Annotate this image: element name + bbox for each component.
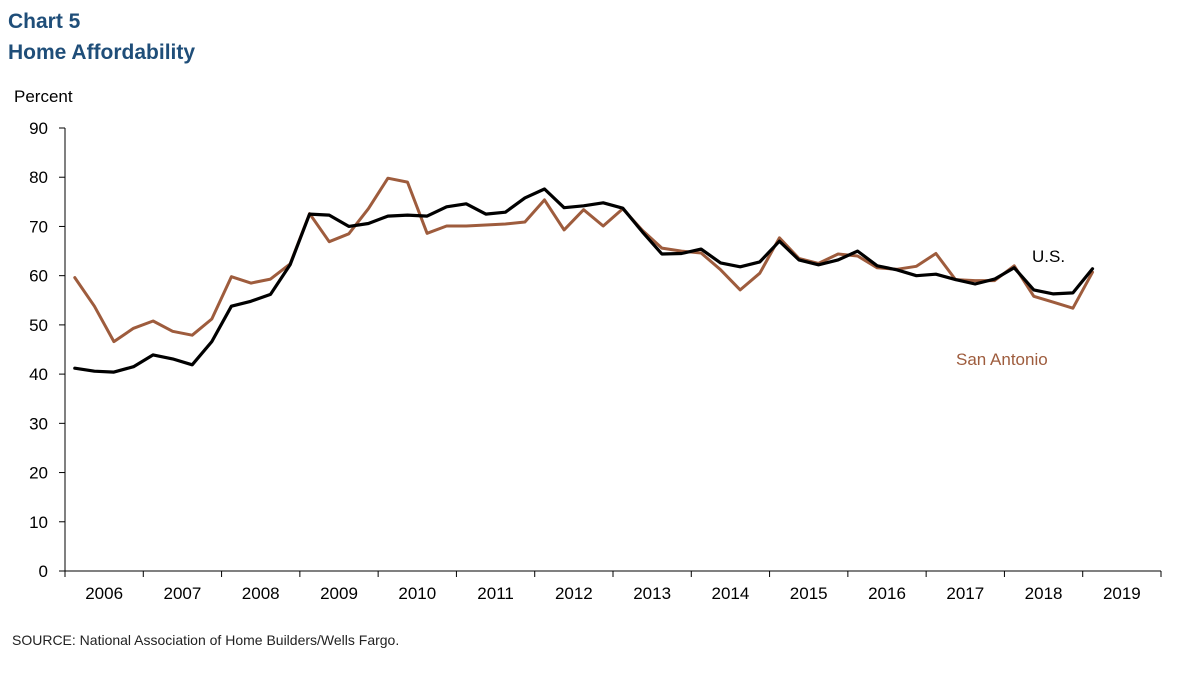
san-antonio-series-label: San Antonio bbox=[956, 350, 1048, 369]
source-note: SOURCE: National Association of Home Bui… bbox=[12, 632, 400, 648]
x-tick-label: 2015 bbox=[790, 584, 828, 603]
us-series-label: U.S. bbox=[1032, 247, 1065, 266]
chart-title-block: Chart 5 Home Affordability bbox=[8, 6, 195, 68]
x-tick-label: 2016 bbox=[868, 584, 906, 603]
y-tick-label: 10 bbox=[29, 513, 48, 532]
y-tick-label: 50 bbox=[29, 316, 48, 335]
y-tick-label: 20 bbox=[29, 464, 48, 483]
chart-number: Chart 5 bbox=[8, 10, 81, 33]
chart-title: Home Affordability bbox=[8, 41, 196, 64]
y-tick-label: 70 bbox=[29, 217, 48, 236]
y-tick-label: 60 bbox=[29, 267, 48, 286]
u-s-series-line bbox=[73, 187, 1095, 374]
x-tick-label: 2012 bbox=[555, 584, 593, 603]
x-tick-label: 2006 bbox=[85, 584, 123, 603]
y-tick-label: 30 bbox=[29, 414, 48, 433]
x-tick-label: 2007 bbox=[164, 584, 202, 603]
x-tick-label: 2018 bbox=[1025, 584, 1063, 603]
x-tick-label: 2011 bbox=[477, 584, 514, 603]
line-chart: Percent U.S. San Antonio 0 10 20 30 40 50 60 70… bbox=[14, 87, 1162, 603]
y-tick-label: 0 bbox=[39, 562, 48, 581]
x-tick-label: 2010 bbox=[398, 584, 436, 603]
y-tick-label: 40 bbox=[29, 365, 48, 384]
x-tick-label: 2014 bbox=[712, 584, 750, 603]
x-tick-label: 2017 bbox=[946, 584, 984, 603]
y-tick-label: 90 bbox=[29, 119, 48, 138]
x-tick-label: 2013 bbox=[633, 584, 671, 603]
x-tick-label: 2008 bbox=[242, 584, 280, 603]
san-antonio-series-line bbox=[73, 176, 1094, 344]
y-axis-title: Percent bbox=[14, 87, 73, 106]
x-tick-label: 2009 bbox=[320, 584, 358, 603]
y-tick-label: 80 bbox=[29, 168, 48, 187]
x-tick-label: 2019 bbox=[1103, 584, 1141, 603]
